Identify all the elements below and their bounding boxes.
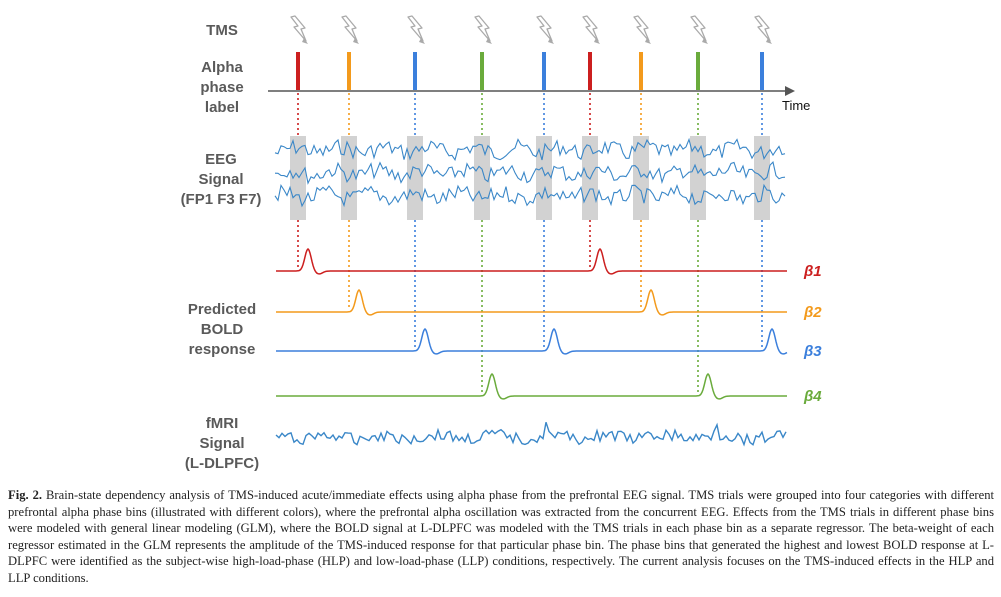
eeg-band-2 bbox=[341, 136, 357, 220]
beta-label-1: β1 bbox=[803, 263, 822, 280]
tms-bolt-icon-2 bbox=[341, 15, 359, 44]
bold-trace-beta-1 bbox=[276, 247, 787, 275]
beta-label-2: β2 bbox=[803, 304, 822, 321]
caption-text: Brain-state dependency analysis of TMS-i… bbox=[8, 488, 994, 585]
eeg-traces bbox=[274, 137, 786, 208]
time-axis bbox=[268, 86, 795, 96]
tms-bolt-icon-6 bbox=[582, 15, 600, 44]
tms-bolt-icon-1 bbox=[290, 15, 308, 44]
beta-label-3: β3 bbox=[803, 343, 822, 360]
eeg-band-1 bbox=[290, 136, 306, 220]
bold-trace-beta-2 bbox=[276, 288, 787, 316]
fmri-trace bbox=[275, 421, 787, 447]
tms-bolt-icon-7 bbox=[633, 15, 651, 44]
beta-labels: β1 β2 β3 β4 bbox=[803, 263, 822, 405]
figure: TMS Alpha phase label EEG Signal (FP1 F3… bbox=[180, 15, 822, 472]
tms-label: TMS bbox=[206, 22, 238, 39]
tms-bolt-icon-4 bbox=[474, 15, 492, 44]
beta-label-4: β4 bbox=[803, 388, 822, 405]
predicted-bold-label: Predicted BOLD response bbox=[187, 301, 257, 358]
fmri-trace bbox=[275, 421, 787, 447]
eeg-signal-label: EEG Signal (FP1 F3 F7) bbox=[180, 151, 262, 208]
bold-trace-beta-3 bbox=[276, 327, 788, 355]
caption-figure-label: Fig. 2. bbox=[8, 488, 43, 502]
tms-bolt-icon-8 bbox=[690, 15, 708, 44]
diagram-svg: Time β1 β2 β3 β4 bbox=[268, 15, 822, 447]
eeg-trace-2 bbox=[274, 161, 786, 185]
time-axis-label: Time bbox=[782, 98, 810, 113]
fmri-signal-label: fMRI Signal (L-DLPFC) bbox=[184, 415, 260, 472]
eeg-band-8 bbox=[690, 136, 706, 220]
dotted-guides bbox=[297, 93, 763, 394]
alpha-phase-label: Alpha phase label bbox=[200, 59, 244, 116]
alpha-phase-pulses bbox=[296, 52, 764, 90]
tms-bolt-icon-3 bbox=[407, 15, 425, 44]
tms-bolt-icon-5 bbox=[536, 15, 554, 44]
bold-trace-beta-4 bbox=[276, 372, 787, 400]
figure-caption: Fig. 2. Brain-state dependency analysis … bbox=[8, 487, 994, 586]
eeg-trace-1 bbox=[274, 137, 786, 162]
eeg-band-4 bbox=[474, 136, 490, 220]
eeg-trace-3 bbox=[274, 183, 786, 208]
tms-bolts bbox=[290, 15, 772, 44]
tms-bolt-icon-9 bbox=[754, 15, 772, 44]
predicted-bold-traces bbox=[276, 247, 788, 400]
eeg-band-5 bbox=[536, 136, 552, 220]
